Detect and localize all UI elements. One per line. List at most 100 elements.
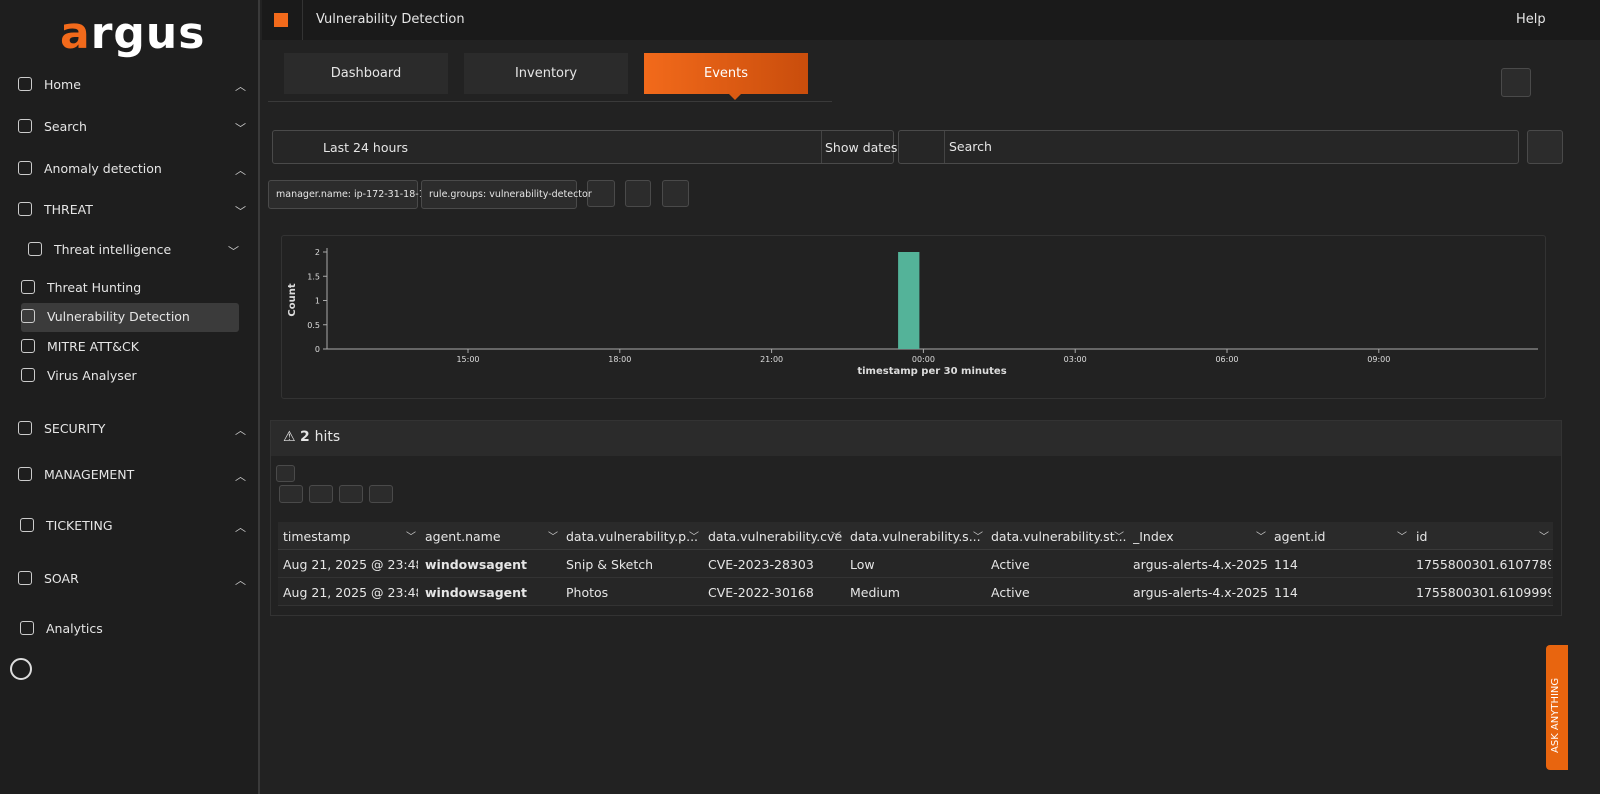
- sort-chevron: ﹀: [406, 528, 416, 543]
- column-header[interactable]: data.vulnerability.st...: [991, 529, 1126, 544]
- toolbar-button[interactable]: [279, 485, 303, 503]
- table-cell: 114: [1274, 557, 1409, 572]
- ask-anything[interactable]: ASK ANYTHING: [1546, 645, 1568, 770]
- menu-icon: [21, 368, 35, 382]
- table: timestamp﹀agent.name﹀data.vulnerability.…: [278, 522, 1553, 606]
- page-title: Vulnerability Detection: [316, 12, 465, 27]
- ask-label[interactable]: ASK ANYTHING: [1550, 678, 1561, 753]
- menu-icon: [18, 202, 32, 216]
- show-dates[interactable]: Show dates: [825, 140, 897, 155]
- date-picker[interactable]: Last 24 hours Show dates: [272, 130, 894, 164]
- flag-button[interactable]: [662, 180, 689, 207]
- sort-chevron: ﹀: [1114, 528, 1124, 543]
- table-cell: windowsagent: [425, 557, 560, 572]
- chevron: ︿: [235, 162, 246, 178]
- app-icon: [274, 13, 288, 27]
- menu-item[interactable]: SOAR: [44, 571, 79, 586]
- menu-icon: [21, 339, 35, 353]
- toolbar-button[interactable]: [369, 485, 393, 503]
- profile-icon[interactable]: [10, 658, 32, 680]
- table-cell: Medium: [850, 585, 985, 600]
- chevron: ︿: [235, 422, 246, 438]
- chevron: ︿: [235, 572, 246, 588]
- menu-item[interactable]: Threat intelligence: [54, 242, 171, 257]
- y-tick-label: 2: [315, 248, 320, 257]
- menu-icon: [18, 77, 32, 91]
- add-filter-button[interactable]: [625, 180, 651, 207]
- menu-item[interactable]: MITRE ATT&CK: [47, 339, 139, 354]
- chart-panel: Count timestamp per 30 minutes 00.511.52…: [281, 235, 1546, 399]
- y-axis-label: Count: [287, 283, 298, 316]
- x-tick-label: 00:00: [912, 355, 935, 364]
- column-header[interactable]: timestamp: [283, 529, 418, 544]
- help[interactable]: Help: [1516, 12, 1546, 27]
- menu-item[interactable]: Virus Analyser: [47, 368, 137, 383]
- column-header[interactable]: data.vulnerability.s...: [850, 529, 985, 544]
- column-header[interactable]: data.vulnerability.cve: [708, 529, 843, 544]
- table-cell: Snip & Sketch: [566, 557, 701, 572]
- column-header[interactable]: _Index: [1133, 529, 1268, 544]
- toolbar-button[interactable]: [309, 485, 333, 503]
- table-cell: Photos: [566, 585, 701, 600]
- table-cell: CVE-2023-28303: [708, 557, 843, 572]
- table-cell: Active: [991, 557, 1126, 572]
- export-button[interactable]: [276, 465, 295, 482]
- menu-item[interactable]: Anomaly detection: [44, 161, 162, 176]
- column-header[interactable]: id: [1416, 529, 1551, 544]
- x-tick-label: 15:00: [456, 355, 479, 364]
- table-cell: Aug 21, 2025 @ 23:48:21.: [283, 557, 418, 572]
- menu-item[interactable]: Home: [44, 77, 81, 92]
- filter-pill[interactable]: rule.groups: vulnerability-detector: [421, 180, 577, 209]
- menu-icon: [21, 309, 35, 323]
- column-header[interactable]: data.vulnerability.p...: [566, 529, 701, 544]
- menu-item[interactable]: Threat Hunting: [47, 280, 141, 295]
- sort-chevron: ﹀: [831, 528, 841, 543]
- search-bar[interactable]: Search: [898, 130, 1519, 164]
- sort-chevron: ﹀: [973, 528, 983, 543]
- menu-icon: [18, 467, 32, 481]
- menu-item[interactable]: Analytics: [46, 621, 103, 636]
- table-cell: 1755800301.6107789: [1416, 557, 1551, 572]
- menu-icon: [20, 621, 34, 635]
- x-axis-label: timestamp per 30 minutes: [857, 366, 1006, 377]
- menu-icon: [18, 421, 32, 435]
- menu-item[interactable]: SECURITY: [44, 421, 105, 436]
- y-tick-label: 0.5: [307, 321, 320, 330]
- chevron: ﹀: [228, 243, 239, 259]
- chevron: ﹀: [235, 203, 246, 219]
- chevron: ︿: [235, 78, 246, 94]
- table-cell: Aug 21, 2025 @ 23:48:21.: [283, 585, 418, 600]
- tab[interactable]: Events: [644, 53, 808, 94]
- hits-count: ⚠ 2 hits: [283, 429, 340, 445]
- table-cell: argus-alerts-4.x-2025.08.: [1133, 585, 1268, 600]
- date-range[interactable]: Last 24 hours: [323, 140, 408, 155]
- x-tick-label: 21:00: [760, 355, 783, 364]
- tab[interactable]: Inventory: [464, 53, 628, 94]
- table-cell: 1755800301.6109999: [1416, 585, 1551, 600]
- x-tick-label: 06:00: [1215, 355, 1238, 364]
- y-tick-label: 1.5: [307, 272, 320, 281]
- column-header[interactable]: agent.id: [1274, 529, 1409, 544]
- chevron: ︿: [235, 468, 246, 484]
- menu-item[interactable]: TICKETING: [46, 518, 113, 533]
- table-cell: Low: [850, 557, 985, 572]
- search-input[interactable]: Search: [949, 139, 992, 154]
- menu-icon: [28, 242, 42, 256]
- menu-item[interactable]: Search: [44, 119, 87, 134]
- tab[interactable]: Dashboard: [284, 53, 448, 94]
- menu-item[interactable]: MANAGEMENT: [44, 467, 134, 482]
- y-tick-label: 0: [315, 345, 320, 354]
- hits-number: 2: [300, 429, 310, 445]
- x-tick-label: 09:00: [1367, 355, 1390, 364]
- histogram: Count timestamp per 30 minutes 00.511.52…: [282, 236, 1545, 398]
- refresh-button[interactable]: [1527, 130, 1563, 164]
- table-cell: 114: [1274, 585, 1409, 600]
- menu-item[interactable]: Vulnerability Detection: [47, 309, 190, 324]
- settings-button[interactable]: [1501, 68, 1531, 97]
- column-header[interactable]: agent.name: [425, 529, 560, 544]
- toolbar-button[interactable]: [339, 485, 363, 503]
- menu-item[interactable]: THREAT: [44, 202, 93, 217]
- chevron: ﹀: [235, 120, 246, 136]
- filter-pill[interactable]: manager.name: ip-172-31-18-129: [268, 180, 418, 209]
- table-cell: argus-alerts-4.x-2025.08.: [1133, 557, 1268, 572]
